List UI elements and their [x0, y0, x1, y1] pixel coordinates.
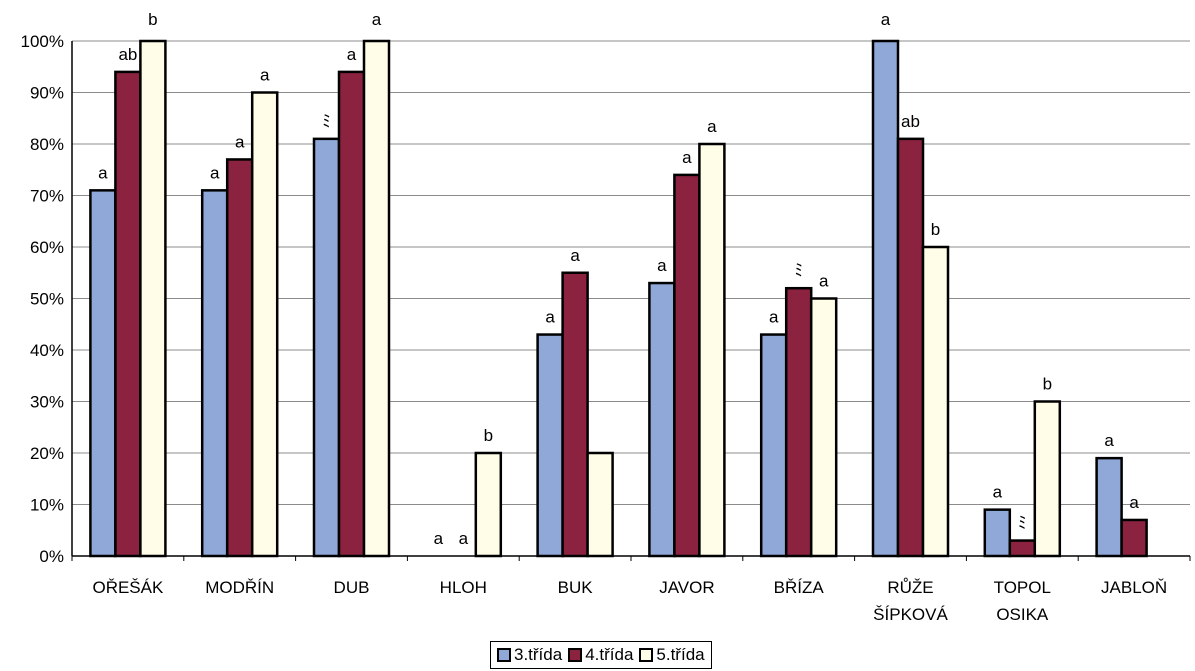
data-label: b [1043, 375, 1052, 394]
data-label: a [459, 529, 469, 548]
category-label: MODŘÍN [205, 578, 274, 597]
category-label: OŘEŠÁK [92, 578, 164, 597]
y-tick-label: 10% [30, 496, 64, 515]
y-tick-label: 90% [30, 84, 64, 103]
bar [362, 39, 391, 558]
data-label: a [372, 10, 382, 29]
data-label: a [98, 163, 108, 182]
bar [983, 508, 1012, 558]
bar [536, 333, 564, 558]
y-tick-label: 20% [30, 444, 64, 463]
data-label: a [707, 117, 717, 136]
category-label: DUB [334, 578, 370, 597]
data-label: ﾐ [794, 261, 803, 280]
data-label: a [260, 66, 270, 85]
bar [561, 271, 589, 558]
bar [200, 189, 229, 558]
bar [139, 39, 167, 558]
data-label: b [148, 10, 157, 29]
data-label: ﾐ [322, 112, 331, 131]
legend-label-4-trida: 4.třída [585, 645, 634, 664]
data-label: b [931, 220, 940, 239]
data-label: a [1104, 431, 1114, 450]
data-label: a [210, 163, 220, 182]
category-label: HLOH [440, 578, 487, 597]
bar [1120, 518, 1148, 558]
bar [921, 245, 950, 558]
data-label: a [819, 272, 829, 291]
data-label: a [769, 308, 779, 327]
y-tick-label: 50% [30, 290, 64, 309]
data-label: a [993, 483, 1003, 502]
bar [114, 70, 142, 558]
y-tick-label: 0% [39, 547, 64, 566]
bar [673, 173, 701, 558]
category-label: ŠÍPKOVÁ [873, 605, 948, 624]
bar [871, 39, 900, 558]
y-tick-label: 100% [21, 32, 64, 51]
data-label: a [347, 45, 357, 64]
bar [896, 137, 925, 558]
data-label: b [484, 426, 493, 445]
data-label: a [434, 529, 444, 548]
category-label: BUK [558, 578, 594, 597]
y-tick-label: 60% [30, 238, 64, 257]
bar [698, 142, 726, 558]
category-label: BŘÍZA [774, 578, 825, 597]
legend-item-4-trida: 4.třída [568, 645, 633, 665]
bar [225, 158, 254, 558]
y-tick-label: 30% [30, 393, 64, 412]
bar [1033, 400, 1062, 558]
legend-swatch-5-trida [639, 648, 654, 662]
bar [809, 297, 838, 558]
data-label: a [657, 256, 667, 275]
data-label: a [1129, 493, 1139, 512]
bar [784, 286, 813, 558]
bar [586, 451, 614, 558]
data-label: ﾐ [1018, 514, 1027, 533]
bar [337, 70, 366, 558]
bar-chart: 0%10%20%30%40%50%60%70%80%90%100%aabbOŘE… [21, 10, 1191, 624]
data-label: a [235, 132, 245, 151]
bar [474, 451, 503, 558]
data-label: a [881, 10, 891, 29]
legend-label-5-trida: 5.třída [656, 645, 705, 664]
legend-label-3-trida: 3.třída [514, 645, 563, 664]
bar [1008, 539, 1037, 558]
y-tick-label: 80% [30, 135, 64, 154]
category-label: OSIKA [996, 605, 1049, 624]
data-label: a [682, 148, 692, 167]
y-tick-label: 40% [30, 341, 64, 360]
data-label: a [545, 308, 555, 327]
data-label: ab [901, 112, 920, 131]
bar [759, 333, 788, 558]
data-label: ab [118, 45, 137, 64]
bar [648, 281, 676, 558]
bar [1095, 456, 1123, 558]
category-label: RŮŽE [887, 578, 933, 597]
bar [250, 91, 279, 558]
data-label: a [570, 246, 580, 265]
legend-item-5-trida: 5.třída [639, 645, 705, 665]
legend-swatch-4-trida [568, 648, 583, 662]
category-label: TOPOL [994, 578, 1051, 597]
bar [89, 189, 117, 558]
legend: 3.třída 4.třída 5.třída [490, 641, 712, 669]
legend-swatch-3-trida [497, 648, 511, 662]
legend-item-3-trida: 3.třída [497, 645, 562, 665]
bar [312, 137, 341, 558]
category-label: JABLOŇ [1101, 578, 1167, 597]
y-tick-label: 70% [30, 187, 64, 206]
category-label: JAVOR [659, 578, 714, 597]
